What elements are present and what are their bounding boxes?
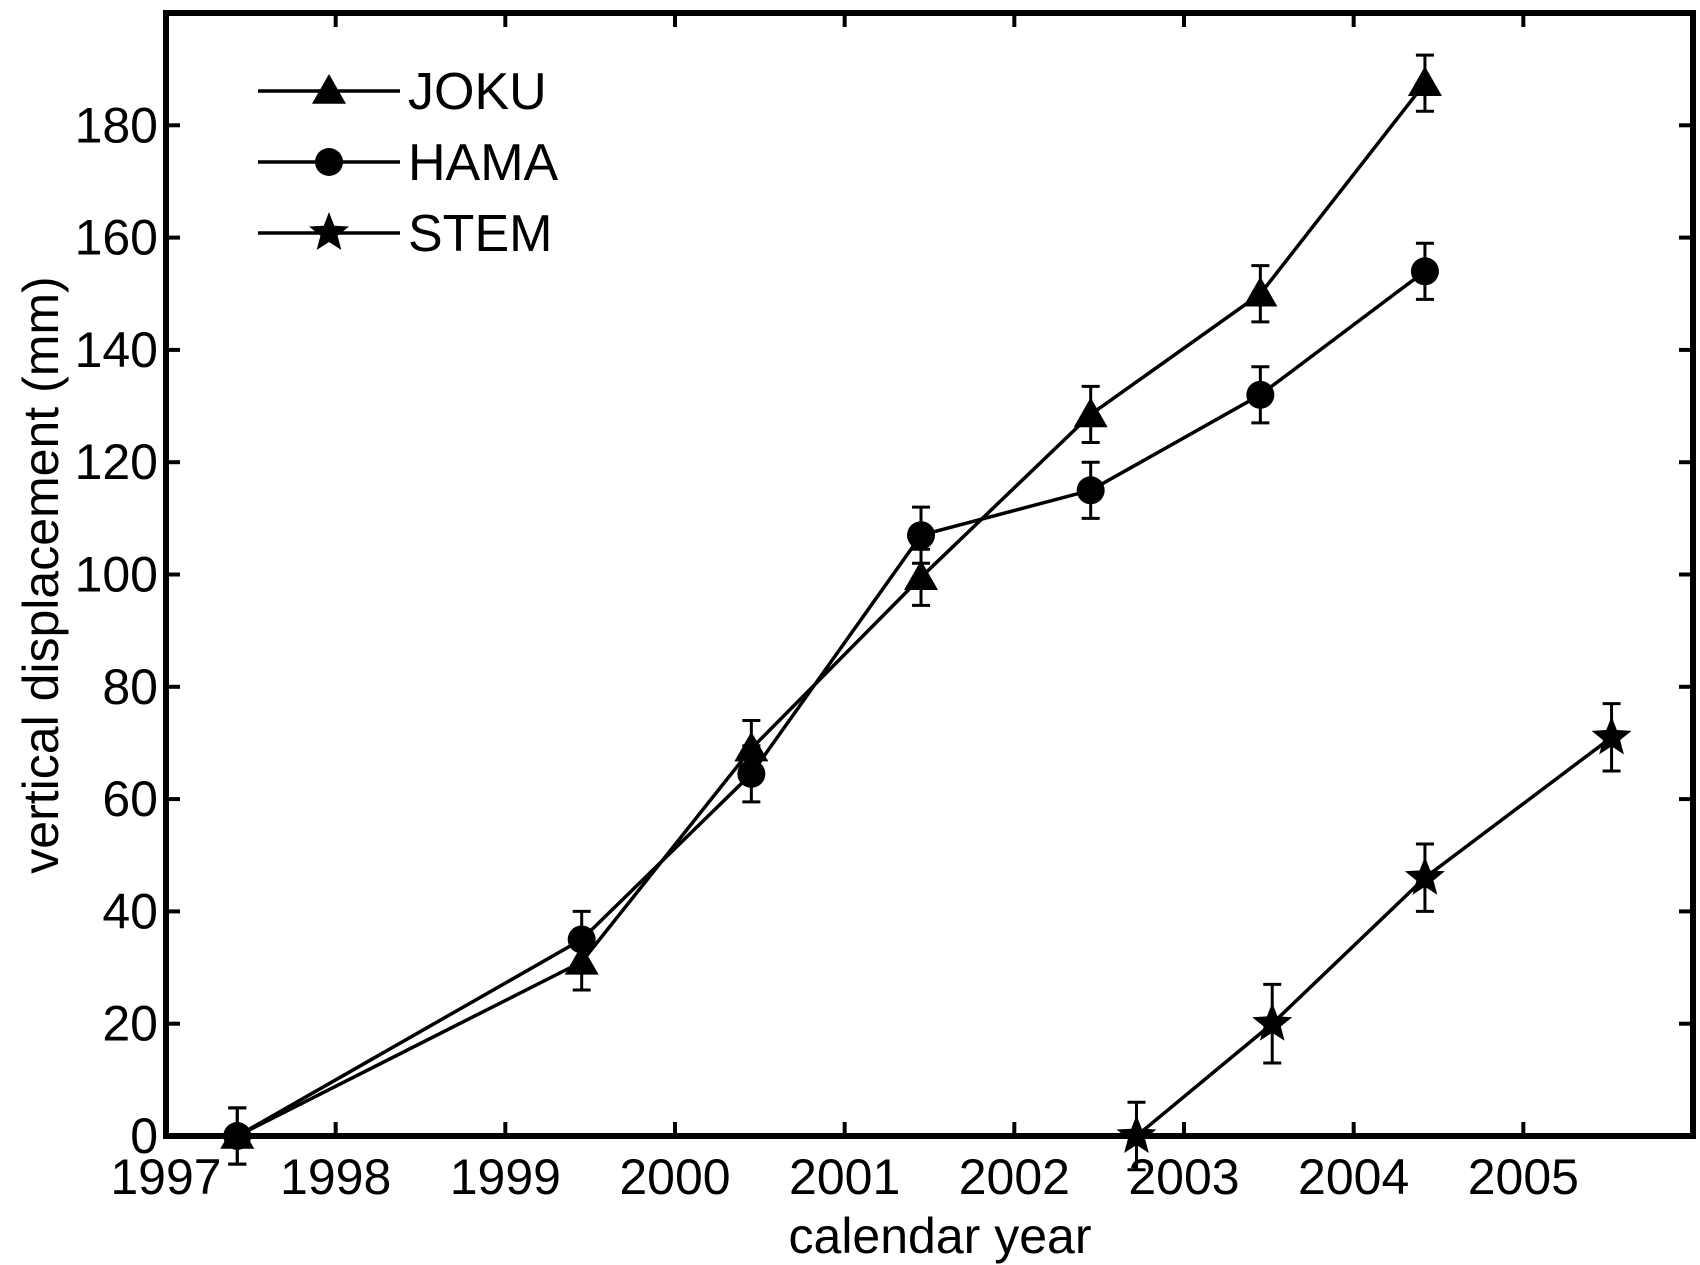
y-tick-label: 80 — [102, 659, 158, 715]
joku-data-point — [1073, 397, 1108, 428]
hama-data-point — [1076, 476, 1105, 505]
legend-label: STEM — [408, 205, 552, 263]
y-tick-label: 60 — [102, 771, 158, 827]
y-tick-label: 0 — [130, 1108, 158, 1164]
y-tick-label: 180 — [75, 97, 158, 153]
x-tick-label: 1999 — [450, 1149, 561, 1205]
y-tick-label: 160 — [75, 210, 158, 266]
series-group — [220, 53, 1632, 1172]
legend-item-hama: HAMA — [258, 134, 559, 192]
stem-data-point — [1404, 856, 1445, 895]
x-tick-label: 1997 — [110, 1149, 221, 1205]
legend: JOKU HAMA STEM — [258, 63, 559, 263]
plot-frame — [163, 10, 1696, 1139]
hama-data-point — [737, 759, 766, 788]
x-tick-labels: 1997 1998 1999 2000 2001 2002 2003 2004 2005 — [110, 1149, 1579, 1205]
y-axis-title: vertical displacement (mm) — [13, 276, 69, 873]
legend-marker-triangle — [312, 74, 346, 104]
joku-data-point — [1407, 66, 1442, 96]
y-tick-labels: 0 20 40 60 80 100 120 140 160 180 — [75, 97, 158, 1164]
hama-data-point — [1246, 380, 1275, 409]
x-tick-label: 2001 — [789, 1149, 900, 1205]
y-tick-label: 140 — [75, 322, 158, 378]
hama-data-point — [907, 521, 936, 550]
stem-series-line — [1135, 735, 1613, 1138]
legend-label: JOKU — [408, 63, 547, 121]
series-hama — [223, 241, 1439, 1166]
legend-item-stem: STEM — [258, 205, 552, 263]
legend-label: HAMA — [408, 134, 559, 192]
y-tick-label: 20 — [102, 996, 158, 1052]
hama-data-point — [567, 925, 596, 954]
x-tick-label: 2004 — [1298, 1149, 1409, 1205]
x-tick-label: 2000 — [619, 1149, 730, 1205]
x-tick-label: 2003 — [1128, 1149, 1239, 1205]
stem-data-point — [1591, 716, 1632, 755]
y-tick-label: 100 — [75, 547, 158, 603]
x-axis-title: calendar year — [789, 1208, 1092, 1264]
legend-marker-star — [309, 212, 349, 250]
y-tick-label: 120 — [75, 434, 158, 490]
legend-marker-circle — [315, 148, 343, 176]
stem-data-point — [1252, 1002, 1293, 1041]
x-tick-label: 2002 — [959, 1149, 1070, 1205]
x-tick-label: 1998 — [280, 1149, 391, 1205]
legend-item-joku: JOKU — [258, 63, 547, 121]
x-tick-label: 2005 — [1468, 1149, 1579, 1205]
y-tick-label: 40 — [102, 883, 158, 939]
hama-data-point — [1410, 257, 1439, 286]
joku-data-point — [1243, 276, 1278, 307]
joku-data-point — [904, 560, 939, 591]
